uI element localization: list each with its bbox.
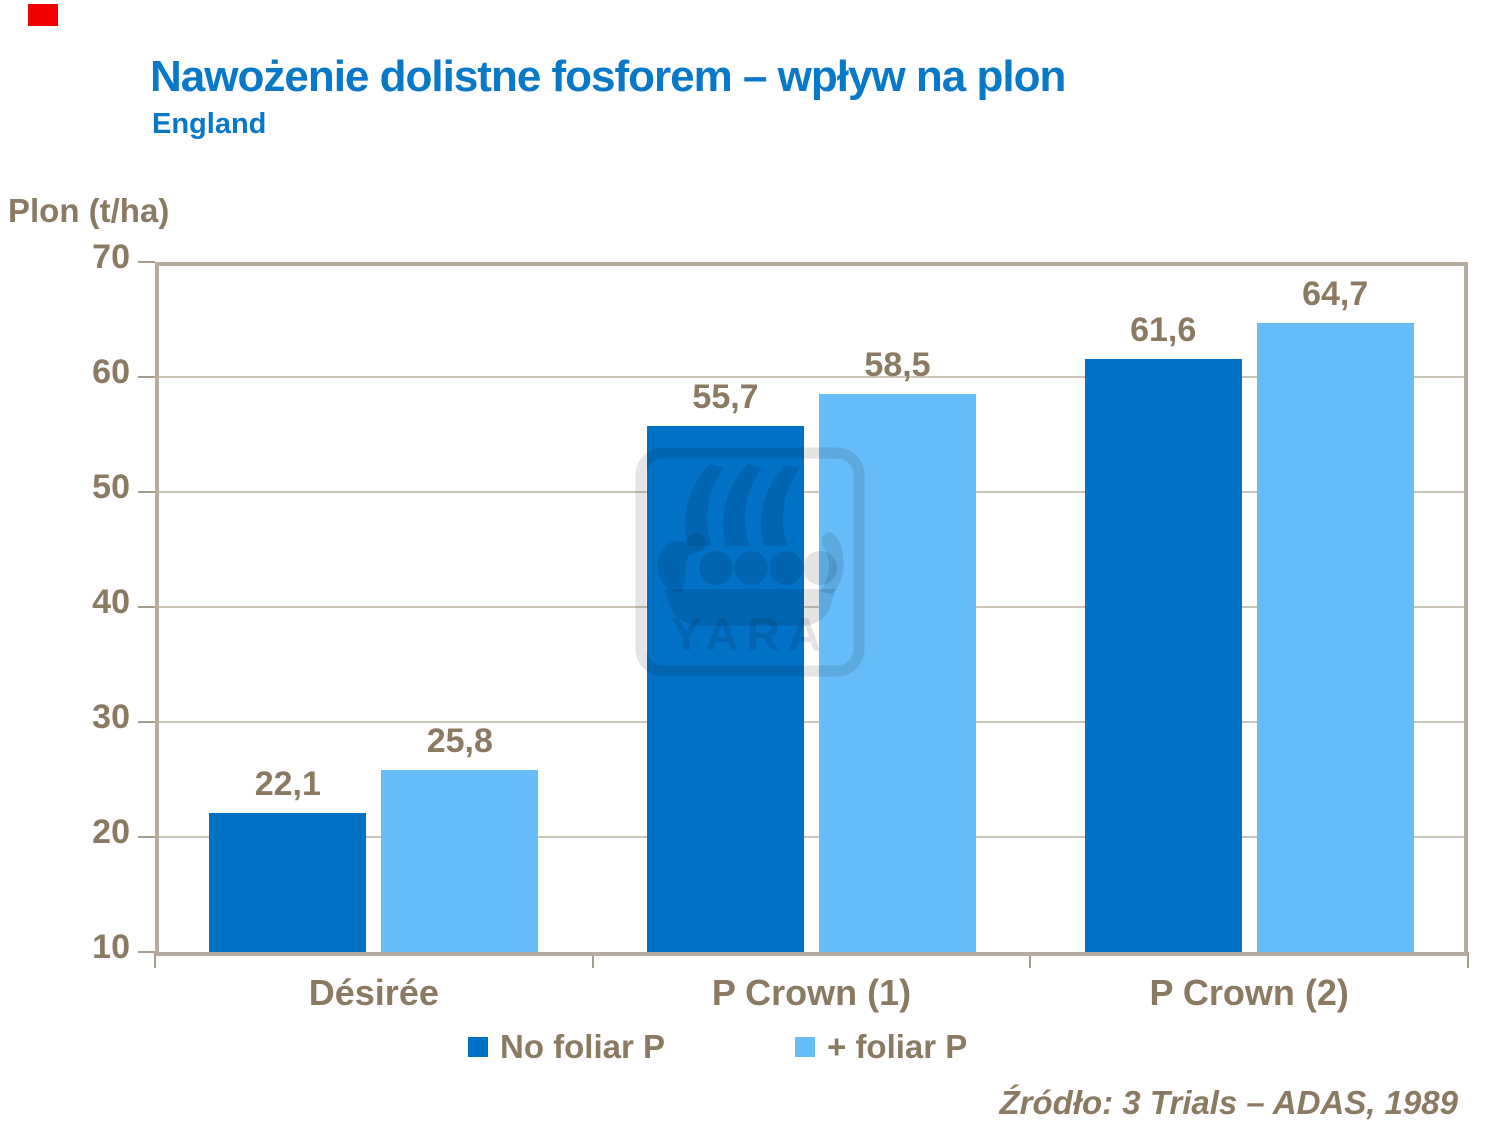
bar-value-label: 61,6	[1130, 310, 1197, 349]
y-axis-tick-label: 10	[92, 928, 130, 966]
gridline	[155, 836, 1468, 838]
gridline	[155, 491, 1468, 493]
bar-no-foliar-p	[209, 812, 367, 952]
y-axis-tick-mark	[138, 261, 155, 263]
gridline	[155, 606, 1468, 608]
x-axis-tick-mark	[591, 952, 594, 968]
gridline	[155, 721, 1468, 723]
accent-square	[28, 4, 58, 26]
y-axis-title: Plon (t/ha)	[8, 192, 170, 229]
y-axis-tick-label: 70	[92, 238, 130, 276]
legend-item-no-foliar-p: No foliar P	[468, 1028, 665, 1066]
bar-value-label: 25,8	[426, 722, 493, 761]
y-axis-tick-label: 60	[92, 353, 130, 391]
bar-no-foliar-p	[647, 426, 804, 952]
bar-value-label: 64,7	[1302, 274, 1369, 313]
y-axis-tick-label: 20	[92, 813, 130, 851]
y-axis-tick-mark	[138, 376, 155, 378]
page-subtitle: England	[152, 108, 267, 140]
category-label: P Crown (2)	[1149, 972, 1349, 1013]
page-title: Nawożenie dolistne fosforem – wpływ na p…	[150, 52, 1066, 101]
x-axis-tick-mark	[1467, 952, 1469, 968]
category-label: P Crown (1)	[711, 972, 912, 1013]
source-citation: Źródło: 3 Trials – ADAS, 1989	[999, 1084, 1459, 1121]
bar-+-foliar-p	[1256, 322, 1414, 952]
gridline	[155, 376, 1468, 378]
bar-no-foliar-p	[1084, 358, 1242, 952]
y-axis-tick-label: 30	[92, 698, 130, 736]
legend-item-plus-foliar-p: + foliar P	[795, 1028, 967, 1066]
y-axis-tick-mark	[138, 721, 155, 723]
bar-value-label: 58,5	[864, 346, 931, 385]
y-axis-tick-mark	[138, 836, 155, 838]
y-axis-tick-mark	[138, 606, 155, 608]
y-axis-tick-mark	[138, 491, 155, 493]
legend-swatch	[468, 1037, 488, 1057]
y-axis-tick-label: 40	[92, 583, 130, 621]
bar-value-label: 22,1	[254, 764, 321, 803]
bar-value-label: 55,7	[692, 378, 759, 417]
legend-label: No foliar P	[500, 1028, 666, 1065]
x-axis-tick-mark	[1029, 952, 1032, 968]
y-axis-tick-mark	[138, 951, 155, 953]
bar-+-foliar-p	[819, 394, 976, 952]
legend-swatch	[795, 1037, 815, 1057]
y-axis-tick-label: 50	[92, 468, 130, 506]
x-axis-tick-mark	[154, 952, 156, 968]
category-label: Désirée	[308, 972, 439, 1013]
bar-+-foliar-p	[381, 770, 539, 952]
legend-label: + foliar P	[827, 1028, 968, 1065]
